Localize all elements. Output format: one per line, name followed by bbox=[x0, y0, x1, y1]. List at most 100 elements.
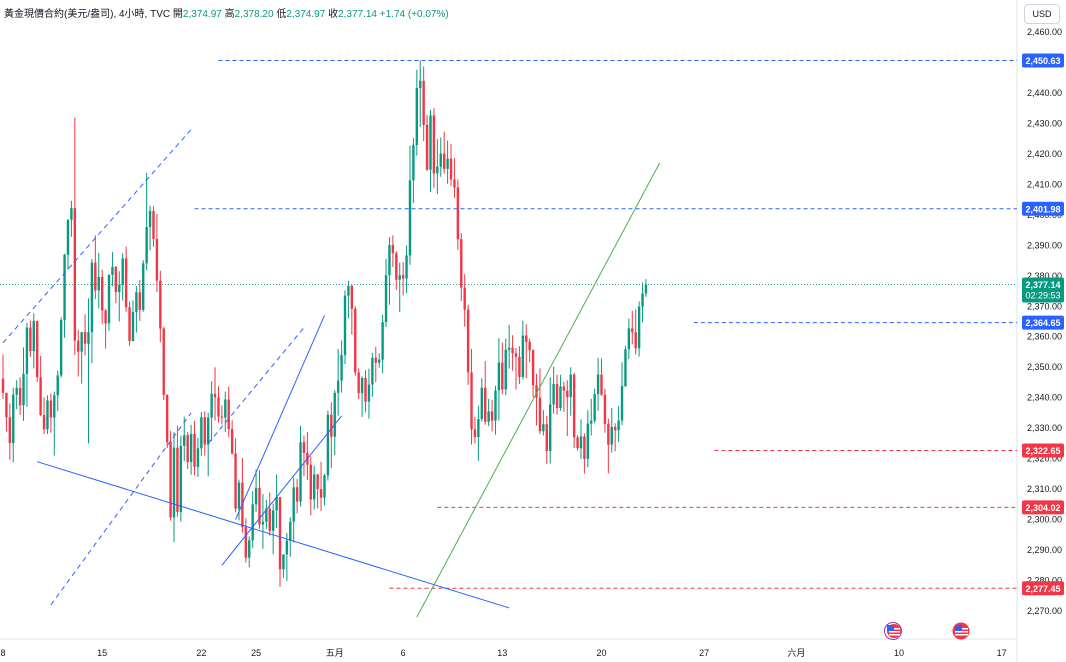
candle[interactable] bbox=[401, 262, 405, 296]
candle[interactable] bbox=[313, 465, 316, 510]
candle[interactable] bbox=[148, 205, 152, 251]
candle[interactable] bbox=[607, 418, 610, 474]
candle[interactable] bbox=[535, 373, 538, 426]
candle[interactable] bbox=[395, 251, 398, 291]
candle[interactable] bbox=[391, 235, 395, 267]
candle[interactable] bbox=[124, 246, 128, 312]
currency-button[interactable]: USD bbox=[1024, 4, 1060, 24]
candle[interactable] bbox=[518, 346, 521, 384]
candle[interactable] bbox=[121, 253, 124, 301]
candle[interactable] bbox=[507, 324, 511, 369]
candle[interactable] bbox=[193, 420, 196, 476]
candle[interactable] bbox=[1, 354, 5, 399]
candle[interactable] bbox=[552, 366, 555, 414]
candle[interactable] bbox=[248, 536, 251, 568]
candle[interactable] bbox=[97, 252, 100, 309]
candle[interactable] bbox=[590, 398, 593, 436]
candle[interactable] bbox=[528, 338, 531, 363]
candle[interactable] bbox=[189, 424, 193, 475]
candle[interactable] bbox=[203, 411, 206, 456]
candle[interactable] bbox=[36, 320, 39, 383]
candle[interactable] bbox=[343, 290, 347, 365]
trend-line-green-trend[interactable] bbox=[416, 162, 661, 618]
candle[interactable] bbox=[53, 391, 56, 456]
candle[interactable] bbox=[545, 415, 548, 465]
candle[interactable] bbox=[466, 304, 470, 385]
candle[interactable] bbox=[138, 280, 141, 321]
candle[interactable] bbox=[436, 138, 439, 195]
candle[interactable] bbox=[100, 269, 104, 325]
candle[interactable] bbox=[555, 374, 559, 415]
candle[interactable] bbox=[371, 352, 374, 397]
candle[interactable] bbox=[514, 348, 518, 390]
candle[interactable] bbox=[364, 370, 367, 413]
candle[interactable] bbox=[131, 300, 135, 342]
candle[interactable] bbox=[159, 270, 162, 343]
candle[interactable] bbox=[87, 298, 90, 444]
candle[interactable] bbox=[128, 301, 131, 346]
candle[interactable] bbox=[586, 410, 590, 468]
candle[interactable] bbox=[449, 143, 453, 187]
candle[interactable] bbox=[357, 368, 360, 400]
candle[interactable] bbox=[155, 213, 159, 292]
candle[interactable] bbox=[641, 282, 644, 323]
candle[interactable] bbox=[316, 473, 319, 509]
candle[interactable] bbox=[210, 381, 213, 441]
candle[interactable] bbox=[473, 416, 477, 444]
candle[interactable] bbox=[549, 377, 552, 464]
trend-line-channel-lower-dashed[interactable] bbox=[50, 412, 192, 606]
candle[interactable] bbox=[336, 348, 340, 416]
us-flag-event-icon[interactable] bbox=[884, 622, 902, 640]
candle[interactable] bbox=[18, 377, 22, 415]
candle[interactable] bbox=[453, 157, 456, 198]
candle[interactable] bbox=[271, 503, 275, 555]
candle[interactable] bbox=[419, 60, 422, 128]
candle[interactable] bbox=[538, 368, 542, 435]
candle[interactable] bbox=[278, 497, 282, 587]
candle[interactable] bbox=[617, 406, 620, 442]
candle[interactable] bbox=[237, 479, 241, 521]
candle[interactable] bbox=[207, 412, 210, 477]
candle[interactable] bbox=[104, 308, 107, 349]
candle[interactable] bbox=[200, 412, 203, 456]
candle[interactable] bbox=[66, 219, 70, 270]
candle[interactable] bbox=[111, 252, 114, 287]
candle[interactable] bbox=[94, 235, 97, 300]
candle[interactable] bbox=[254, 469, 258, 512]
candle[interactable] bbox=[107, 274, 111, 331]
candle[interactable] bbox=[289, 517, 292, 557]
candle[interactable] bbox=[8, 403, 12, 460]
candle[interactable] bbox=[566, 380, 569, 437]
candle[interactable] bbox=[196, 437, 200, 477]
candle[interactable] bbox=[179, 435, 183, 522]
candle[interactable] bbox=[323, 473, 326, 506]
candle[interactable] bbox=[562, 381, 566, 413]
candle[interactable] bbox=[176, 425, 179, 517]
candle[interactable] bbox=[22, 347, 25, 421]
candle[interactable] bbox=[367, 368, 371, 419]
candle[interactable] bbox=[378, 353, 381, 368]
candle[interactable] bbox=[29, 320, 32, 357]
candle[interactable] bbox=[152, 206, 155, 247]
candle[interactable] bbox=[265, 499, 268, 530]
candle[interactable] bbox=[593, 388, 596, 424]
candle[interactable] bbox=[596, 358, 600, 411]
candle[interactable] bbox=[39, 355, 42, 417]
candle[interactable] bbox=[251, 491, 254, 549]
candle[interactable] bbox=[429, 110, 432, 192]
candle[interactable] bbox=[422, 66, 425, 142]
candle[interactable] bbox=[360, 376, 364, 417]
candle[interactable] bbox=[114, 266, 118, 304]
candle[interactable] bbox=[186, 432, 189, 469]
candle[interactable] bbox=[220, 405, 224, 425]
candle[interactable] bbox=[620, 362, 624, 426]
trend-line-rising-channel-bottom[interactable] bbox=[221, 415, 342, 566]
candle[interactable] bbox=[456, 179, 460, 250]
candle[interactable] bbox=[5, 392, 8, 432]
candle[interactable] bbox=[77, 329, 80, 377]
candle[interactable] bbox=[405, 245, 408, 294]
candle[interactable] bbox=[63, 253, 66, 338]
candle[interactable] bbox=[415, 69, 419, 156]
